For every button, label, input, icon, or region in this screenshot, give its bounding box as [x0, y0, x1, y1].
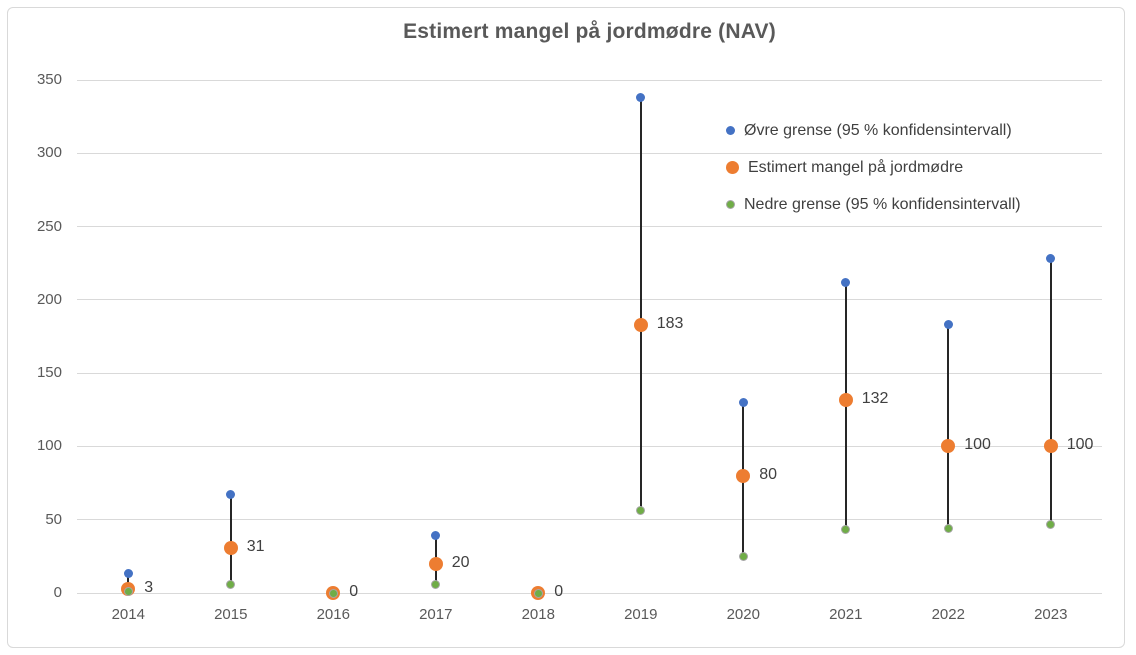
legend-label: Nedre grense (95 % konfidensintervall) — [744, 195, 1021, 213]
gridline — [77, 592, 1102, 594]
lower-point — [328, 588, 338, 598]
x-tick-label: 2017 — [419, 606, 453, 623]
gridline — [77, 79, 1102, 81]
legend-item-lower: Nedre grense (95 % konfidensintervall) — [726, 186, 1021, 223]
x-tick-label: 2023 — [1034, 606, 1068, 623]
y-tick-label: 50 — [45, 510, 62, 528]
chart-title: Estimert mangel på jordmødre (NAV) — [403, 20, 776, 43]
high-low-line — [1049, 258, 1052, 525]
data-label: 183 — [656, 314, 684, 332]
gridline — [77, 372, 1102, 374]
lower-point — [533, 588, 543, 598]
estimate-point — [1043, 439, 1058, 454]
x-tick-label: 2022 — [931, 606, 965, 623]
high-low-line — [229, 494, 232, 585]
x-tick-label: 2020 — [726, 606, 760, 623]
estimate-point — [223, 540, 238, 555]
gridline — [77, 152, 1102, 154]
legend-label: Øvre grense (95 % konfidensintervall) — [744, 121, 1012, 139]
x-tick-label: 2021 — [829, 606, 863, 623]
lower-point — [636, 506, 646, 516]
upper-point — [841, 277, 851, 287]
estimate-point — [838, 392, 853, 407]
y-tick-label: 150 — [36, 364, 62, 382]
data-label: 132 — [861, 389, 889, 407]
gridline — [77, 299, 1102, 301]
gridline — [77, 445, 1102, 447]
high-low-line — [947, 324, 950, 529]
data-label: 0 — [349, 583, 359, 600]
legend-item-upper: Øvre grense (95 % konfidensintervall) — [726, 112, 1021, 149]
y-tick-label: 350 — [36, 71, 62, 88]
y-tick-label: 0 — [53, 584, 62, 601]
data-label: 0 — [554, 583, 564, 600]
x-tick-label: 2019 — [624, 606, 658, 623]
lower-point — [226, 579, 236, 589]
estimate-point — [941, 439, 956, 454]
x-tick-label: 2016 — [316, 606, 350, 623]
legend-label: Estimert mangel på jordmødre — [748, 158, 964, 176]
upper-point — [123, 569, 133, 579]
y-tick-label: 200 — [36, 290, 62, 308]
upper-point — [431, 531, 441, 541]
lower-point — [431, 579, 441, 589]
upper-point — [1046, 254, 1056, 264]
x-tick-label: 2014 — [111, 606, 145, 623]
x-tick-label: 2015 — [214, 606, 248, 623]
estimate-point — [428, 556, 443, 571]
data-label: 3 — [144, 578, 154, 596]
estimate-point — [633, 317, 648, 332]
data-label: 80 — [759, 465, 778, 483]
y-tick-label: 300 — [36, 144, 62, 162]
lower-point — [123, 587, 133, 597]
upper-point — [738, 397, 748, 407]
legend: Øvre grense (95 % konfidensintervall) Es… — [726, 112, 1021, 223]
high-low-line — [639, 97, 642, 511]
lower-series-marker-icon — [726, 200, 735, 209]
y-tick-label: 250 — [36, 217, 62, 235]
x-tick-label: 2018 — [521, 606, 555, 623]
upper-series-marker-icon — [726, 126, 735, 135]
data-label: 20 — [451, 553, 470, 571]
lower-point — [1046, 519, 1056, 529]
chart-frame — [7, 7, 1125, 648]
data-label: 31 — [246, 537, 265, 555]
estimate-point — [736, 468, 751, 483]
lower-point — [841, 525, 851, 535]
data-label: 100 — [1066, 436, 1094, 454]
gridline — [77, 519, 1102, 521]
upper-point — [636, 93, 646, 103]
lower-point — [943, 524, 953, 533]
y-tick-label: 100 — [36, 437, 62, 455]
data-label: 100 — [964, 436, 991, 454]
upper-point — [943, 320, 953, 330]
gridline — [77, 226, 1102, 228]
upper-point — [226, 490, 236, 500]
estimate-series-marker-icon — [726, 161, 739, 174]
legend-item-estimate: Estimert mangel på jordmødre — [726, 149, 1021, 186]
lower-point — [738, 551, 748, 561]
